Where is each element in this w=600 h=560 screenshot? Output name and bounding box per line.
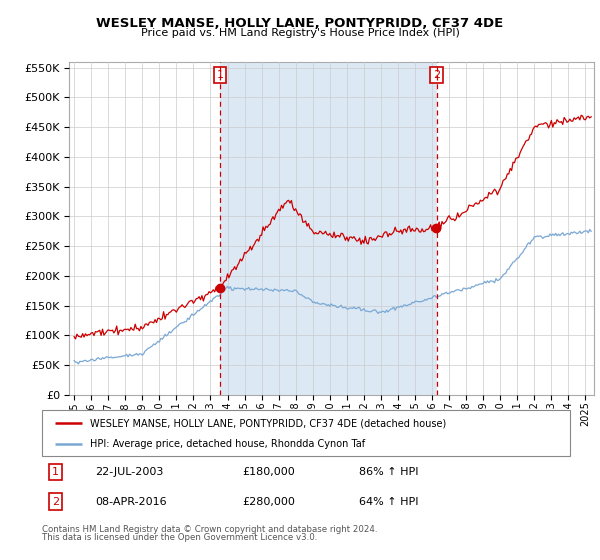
Text: Price paid vs. HM Land Registry's House Price Index (HPI): Price paid vs. HM Land Registry's House … xyxy=(140,28,460,38)
Text: WESLEY MANSE, HOLLY LANE, PONTYPRIDD, CF37 4DE: WESLEY MANSE, HOLLY LANE, PONTYPRIDD, CF… xyxy=(97,17,503,30)
Text: HPI: Average price, detached house, Rhondda Cynon Taf: HPI: Average price, detached house, Rhon… xyxy=(89,440,365,450)
Text: This data is licensed under the Open Government Licence v3.0.: This data is licensed under the Open Gov… xyxy=(42,533,317,542)
Text: Contains HM Land Registry data © Crown copyright and database right 2024.: Contains HM Land Registry data © Crown c… xyxy=(42,525,377,534)
Text: £280,000: £280,000 xyxy=(242,497,296,507)
Text: 1: 1 xyxy=(217,70,223,80)
Text: £180,000: £180,000 xyxy=(242,467,295,477)
Text: 1: 1 xyxy=(52,467,59,477)
Bar xyxy=(220,62,437,395)
Text: WESLEY MANSE, HOLLY LANE, PONTYPRIDD, CF37 4DE (detached house): WESLEY MANSE, HOLLY LANE, PONTYPRIDD, CF… xyxy=(89,418,446,428)
Text: 64% ↑ HPI: 64% ↑ HPI xyxy=(359,497,418,507)
Text: 22-JUL-2003: 22-JUL-2003 xyxy=(95,467,163,477)
Text: 08-APR-2016: 08-APR-2016 xyxy=(95,497,166,507)
Text: 86% ↑ HPI: 86% ↑ HPI xyxy=(359,467,418,477)
Text: 2: 2 xyxy=(433,70,440,80)
Text: 2: 2 xyxy=(52,497,59,507)
